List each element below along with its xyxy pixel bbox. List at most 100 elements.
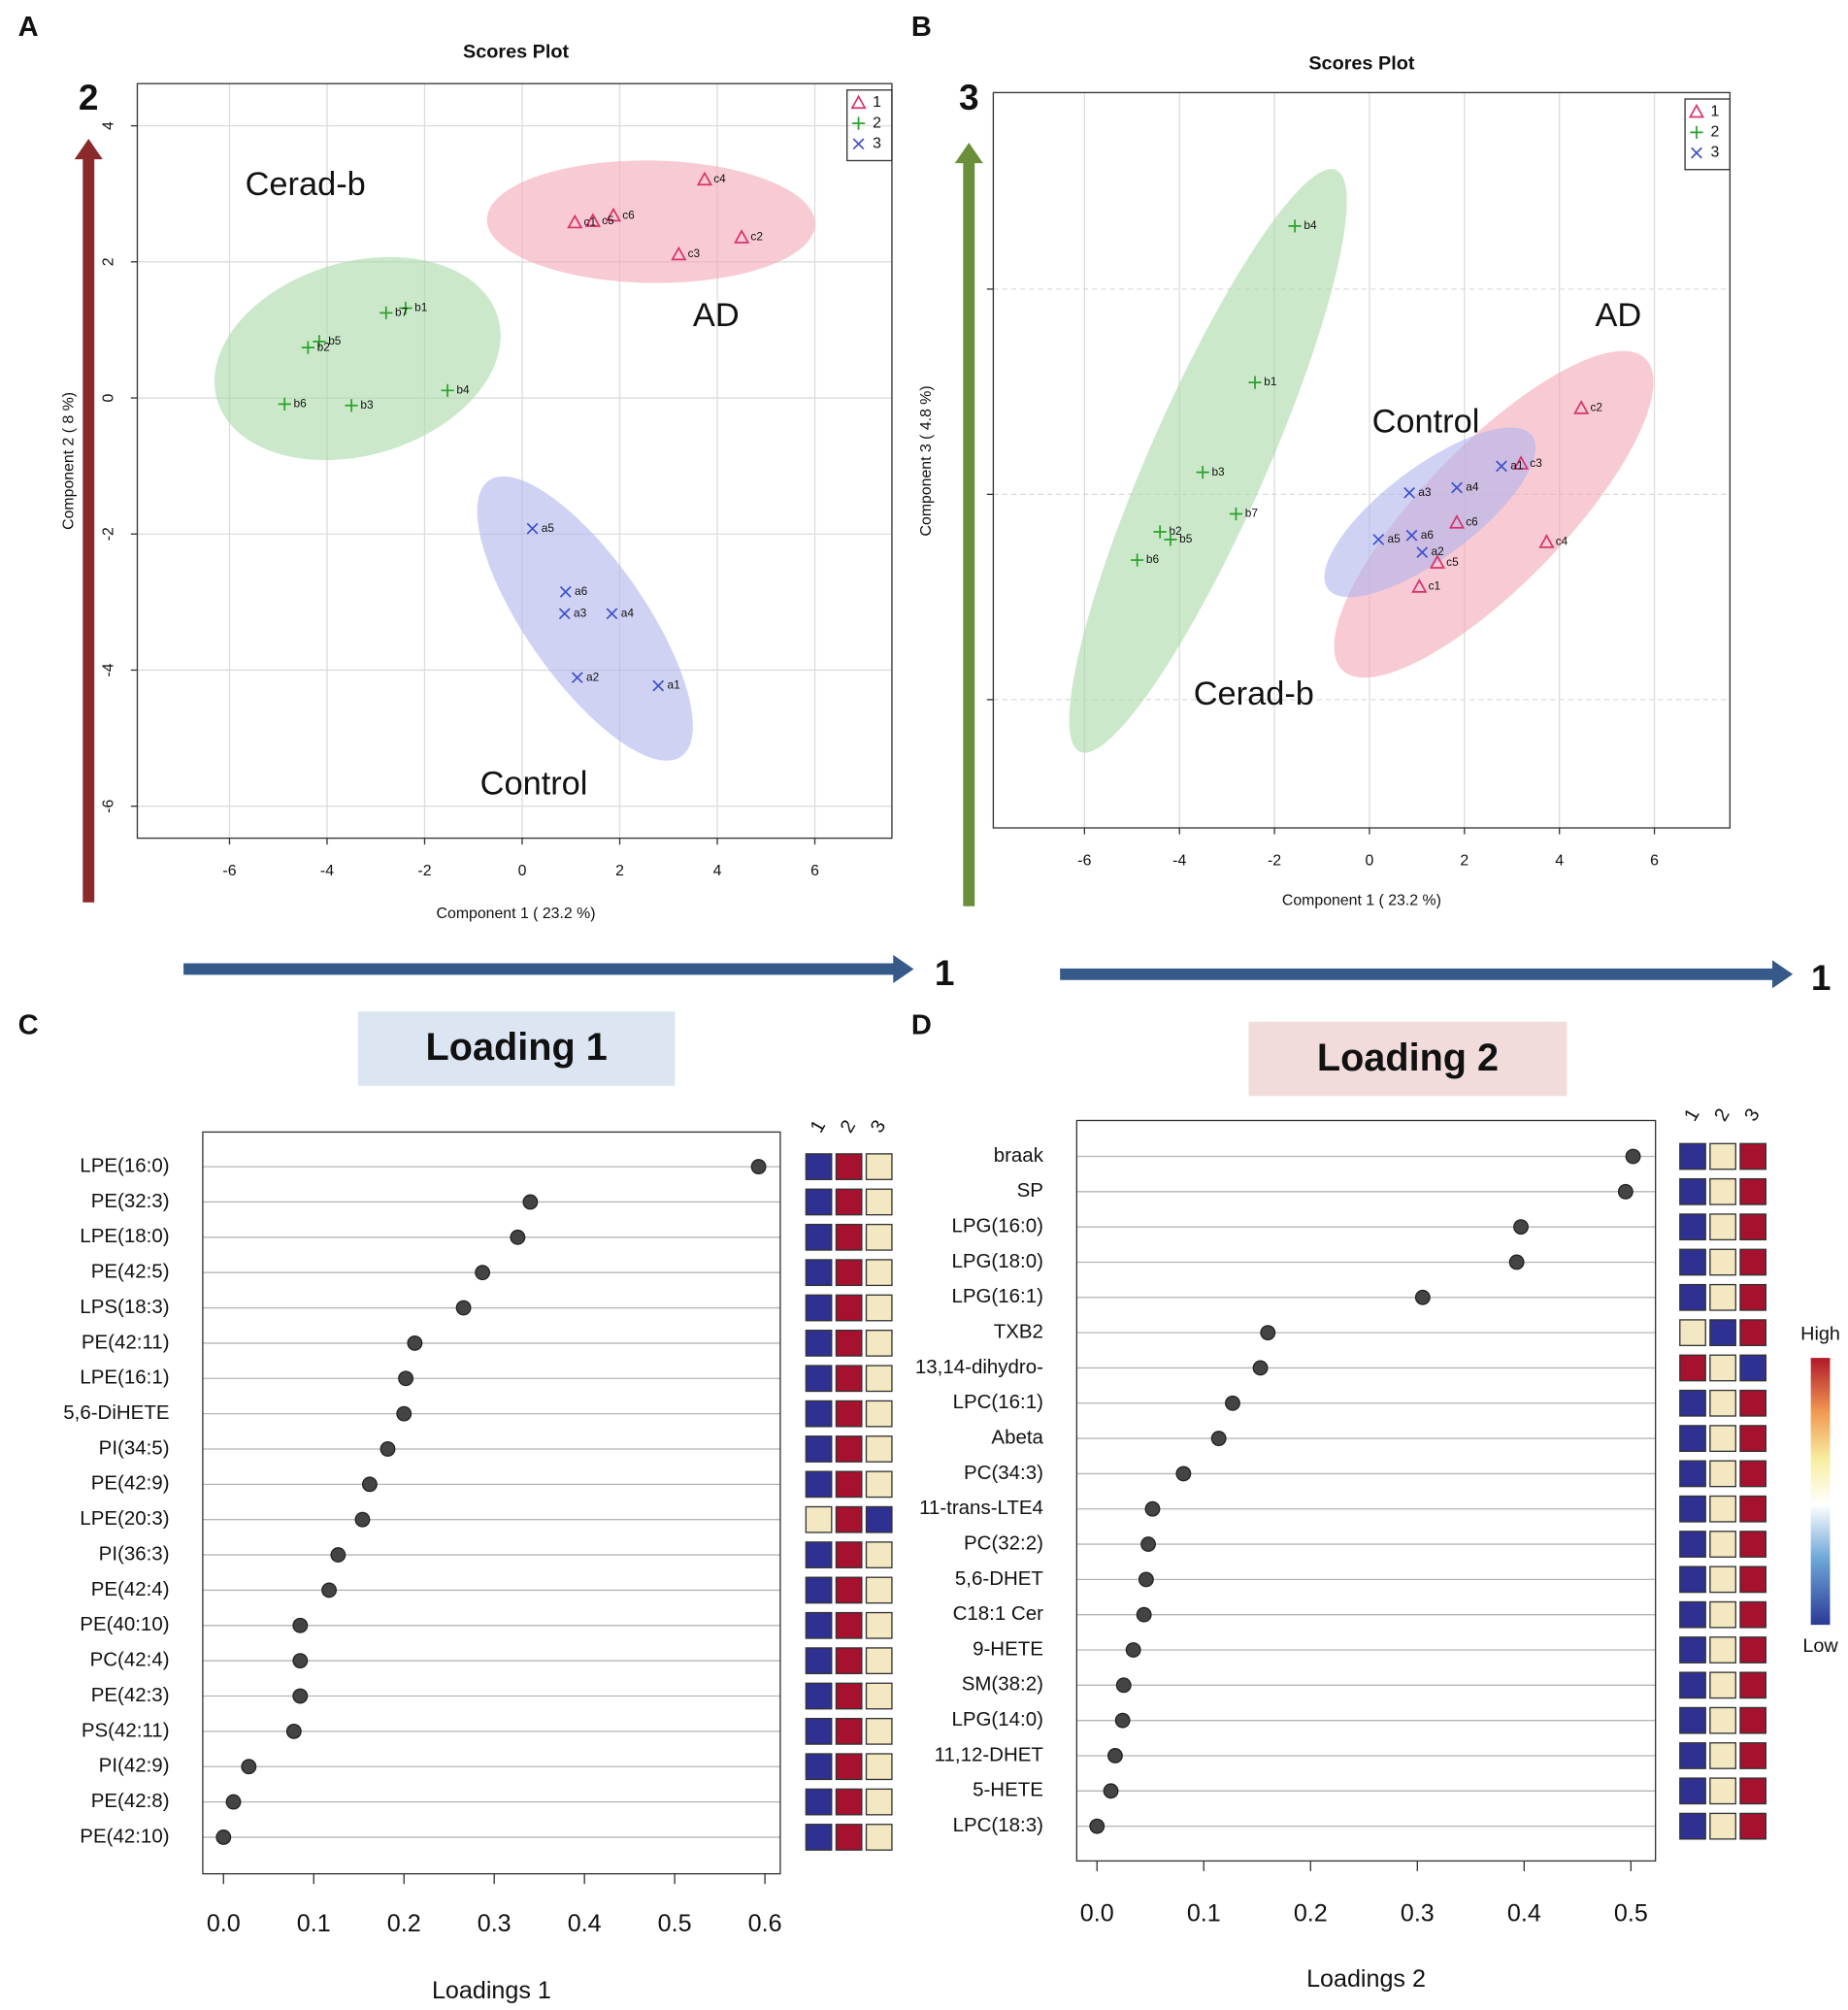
x-tick-label: 0.5 — [1614, 1900, 1648, 1928]
dot — [1140, 1536, 1156, 1552]
category-label: PI(36:3) — [99, 1542, 170, 1565]
point — [1372, 534, 1385, 545]
dot — [1136, 1606, 1152, 1623]
arrow-label: 1 — [935, 952, 955, 993]
point-label: a5 — [1388, 532, 1402, 545]
heat-cell — [835, 1576, 863, 1604]
dot — [1252, 1360, 1269, 1376]
heat-cell — [1739, 1389, 1767, 1417]
heat-cell — [835, 1153, 863, 1180]
arrow-head — [74, 139, 103, 160]
heat-cell — [865, 1753, 893, 1781]
chart-title: Scores Plot — [463, 42, 569, 63]
x-tick-label: 0.4 — [1507, 1900, 1541, 1928]
heat-cell — [1739, 1283, 1767, 1311]
point — [301, 341, 314, 354]
x-tick-label: 0.3 — [478, 1910, 512, 1937]
heat-cell — [1709, 1142, 1736, 1170]
heat-cell — [835, 1470, 863, 1499]
category-label: LPE(18:0) — [80, 1225, 169, 1247]
group-annotation: Control — [480, 765, 588, 802]
point-label: a3 — [574, 606, 587, 619]
point-label: a6 — [575, 584, 588, 598]
point — [380, 306, 393, 320]
category-label: LPG(16:1) — [951, 1285, 1043, 1307]
point — [559, 585, 572, 598]
dot — [292, 1617, 309, 1633]
heat-cell — [865, 1153, 893, 1180]
heat-cell — [1739, 1777, 1767, 1805]
point-label: c3 — [1530, 456, 1542, 470]
heat-cell — [1709, 1389, 1736, 1417]
point-label: b3 — [1211, 465, 1225, 478]
heat-cell — [805, 1294, 833, 1322]
dot — [215, 1829, 232, 1845]
category-label: PC(32:2) — [964, 1532, 1043, 1554]
dot — [225, 1794, 242, 1810]
title-box — [357, 1011, 676, 1086]
point — [441, 383, 454, 397]
heat-cell — [805, 1682, 833, 1710]
point-label: b6 — [294, 396, 308, 410]
point-label: a6 — [1421, 528, 1435, 542]
heat-cell — [835, 1788, 863, 1816]
heat-cell — [1679, 1812, 1706, 1840]
point-label: b7 — [1245, 507, 1259, 520]
x-tick-label: -4 — [1172, 853, 1186, 870]
point — [558, 608, 571, 620]
dot — [292, 1653, 309, 1669]
x-tick-label: 0.1 — [1187, 1900, 1221, 1928]
group-annotation: Control — [1372, 404, 1480, 441]
heat-cell — [805, 1541, 833, 1568]
category-label: 5-HETE — [973, 1779, 1043, 1801]
plot-frame — [992, 91, 1732, 829]
panel-label: D — [911, 1010, 932, 1041]
heat-cell — [835, 1330, 863, 1357]
heat-cell — [1709, 1812, 1736, 1840]
point — [1403, 486, 1415, 499]
category-label: LPE(16:1) — [80, 1367, 169, 1389]
dot — [1114, 1712, 1131, 1729]
confidence-ellipse — [1069, 169, 1347, 753]
y-tick-label: 4 — [101, 121, 117, 130]
dot — [380, 1441, 396, 1457]
point-label: a2 — [586, 670, 600, 683]
dot — [1225, 1395, 1240, 1411]
point — [852, 138, 865, 150]
heat-cell — [1679, 1531, 1706, 1558]
x-tick-label: 2 — [1460, 853, 1468, 870]
heat-cell — [1739, 1671, 1767, 1699]
legend-box — [846, 89, 893, 162]
point — [1248, 376, 1262, 389]
heat-cell — [805, 1611, 833, 1639]
point — [399, 301, 412, 315]
dot — [1210, 1431, 1227, 1447]
heat-cell — [1739, 1460, 1767, 1488]
colorbar-label: High — [1800, 1324, 1840, 1345]
category-label: SP — [1017, 1179, 1043, 1202]
category-label: PI(42:9) — [99, 1755, 170, 1777]
heat-cell — [1679, 1319, 1706, 1347]
heat-cell — [1709, 1706, 1736, 1734]
point-label: c6 — [622, 208, 635, 221]
heat-cell — [865, 1824, 893, 1851]
category-label: PE(42:9) — [91, 1472, 170, 1495]
confidence-ellipse — [486, 160, 815, 283]
category-label: 5,6-DiHETE — [63, 1401, 169, 1424]
ellipses — [1069, 169, 1654, 753]
dot — [321, 1582, 338, 1598]
x-tick-label: -4 — [320, 863, 334, 879]
dot — [1617, 1183, 1634, 1200]
title-box — [1248, 1021, 1568, 1097]
x-tick-label: -2 — [1268, 853, 1281, 870]
heat-cell — [835, 1541, 863, 1568]
heat-cell — [1739, 1319, 1767, 1347]
x-tick-label: 2 — [615, 863, 624, 879]
chart-title: Loading 1 — [426, 1026, 608, 1069]
plot-frame — [1075, 1119, 1657, 1862]
heat-cell — [865, 1788, 893, 1816]
heat-cell — [1739, 1706, 1767, 1734]
heat-column-label: 3 — [867, 1116, 891, 1137]
point-label: a4 — [621, 606, 635, 619]
point-label: c1 — [584, 214, 597, 228]
